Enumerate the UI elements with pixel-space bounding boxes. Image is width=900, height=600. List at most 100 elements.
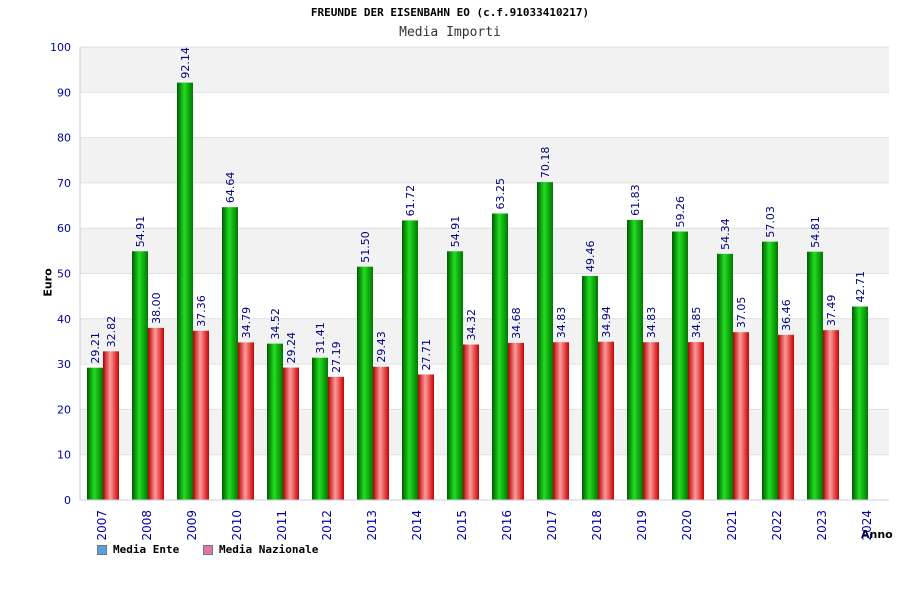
bar-media-ente-2023 [807,251,823,500]
bar-media-ente-2022 [762,241,778,500]
y-tick-label: 10 [57,449,71,462]
data-label: 34.83 [555,307,568,339]
bar-media-nazionale-2023 [823,330,839,500]
data-label: 64.64 [224,172,237,204]
x-tick-label: 2012 [320,510,334,541]
bar-media-nazionale-2021 [733,332,749,500]
data-label: 63.25 [494,178,507,210]
bar-media-nazionale-2016 [508,342,524,500]
data-label: 27.71 [420,339,433,371]
bar-media-ente-2015 [447,251,463,500]
x-axis-label: Anno [861,528,893,541]
y-tick-label: 20 [57,403,71,416]
bar-media-nazionale-2015 [463,344,479,500]
data-label: 37.49 [825,295,838,327]
bar-media-ente-2024 [852,306,868,500]
data-label: 61.72 [404,185,417,217]
data-label: 29.21 [89,332,102,364]
x-tick-label: 2018 [590,510,604,541]
y-tick-label: 0 [64,494,71,507]
legend-item-media-ente: Media Ente [97,543,179,556]
bar-media-nazionale-2010 [238,342,254,500]
data-label: 61.83 [629,184,642,216]
data-label: 34.52 [269,308,282,340]
data-label: 54.34 [719,218,732,250]
bar-media-ente-2012 [312,357,328,500]
data-label: 92.14 [179,47,192,79]
x-tick-label: 2022 [770,510,784,541]
grid-band [80,228,889,274]
data-label: 34.85 [690,307,703,339]
bar-media-ente-2020 [672,231,688,501]
data-label: 42.71 [854,271,867,303]
data-label: 54.81 [809,216,822,248]
x-tick-label: 2016 [500,510,514,541]
data-label: 70.18 [539,147,552,179]
legend-swatch-media-nazionale [203,544,213,555]
bar-media-nazionale-2017 [553,342,569,500]
data-label: 54.91 [449,216,462,248]
data-label: 59.26 [674,196,687,228]
legend-item-media-nazionale: Media Nazionale [203,543,318,556]
x-tick-label: 2014 [410,510,424,541]
y-tick-label: 40 [57,313,71,326]
bar-media-ente-2016 [492,213,508,501]
x-tick-label: 2020 [680,510,694,541]
legend-label-media-ente: Media Ente [113,543,180,556]
bar-media-ente-2019 [627,219,643,500]
x-tick-label: 2013 [365,510,379,541]
x-tick-label: 2024 [860,510,874,541]
bar-media-nazionale-2009 [193,330,209,500]
data-label: 31.41 [314,322,327,354]
data-label: 54.91 [134,216,147,248]
grid-band [80,273,889,319]
y-tick-label: 100 [50,41,71,54]
bar-media-ente-2008 [132,251,148,500]
data-label: 27.19 [330,341,343,373]
x-tick-label: 2023 [815,510,829,541]
bar-media-ente-2018 [582,275,598,500]
grid-band [80,92,889,138]
data-label: 37.05 [735,297,748,329]
bar-media-ente-2009 [177,82,193,500]
data-label: 51.50 [359,231,372,263]
bar-media-ente-2010 [222,207,238,501]
data-label: 38.00 [150,292,163,324]
bar-media-nazionale-2020 [688,342,704,500]
bar-media-ente-2017 [537,182,553,500]
grid-band [80,137,889,183]
bar-media-nazionale-2012 [328,376,344,500]
y-tick-label: 50 [57,268,71,281]
y-tick-label: 90 [57,86,71,99]
chart-title: FREUNDE DER EISENBAHN EO (c.f.9103341021… [310,6,590,19]
data-label: 49.46 [584,240,597,272]
y-tick-label: 30 [57,358,71,371]
legend-swatch-media-ente [97,544,107,555]
data-label: 32.82 [105,316,118,348]
bar-media-nazionale-2014 [418,374,434,500]
x-tick-label: 2007 [95,510,109,541]
data-label: 34.32 [465,309,478,341]
grid-band [80,47,889,93]
x-tick-label: 2019 [635,510,649,541]
y-tick-label: 60 [57,222,71,235]
data-label: 34.94 [600,306,613,338]
bar-media-ente-2011 [267,343,283,500]
x-tick-label: 2017 [545,510,559,541]
bar-media-ente-2007 [87,367,103,500]
bar-media-ente-2014 [402,220,418,501]
x-tick-label: 2011 [275,510,289,541]
bar-media-ente-2013 [357,266,373,500]
data-label: 37.36 [195,295,208,327]
grid-band [80,454,889,500]
x-tick-label: 2009 [185,510,199,541]
bar-media-nazionale-2011 [283,367,299,500]
x-tick-label: 2021 [725,510,739,541]
data-label: 34.68 [510,307,523,339]
bar-media-nazionale-2008 [148,327,164,500]
y-tick-label: 70 [57,177,71,190]
data-label: 34.83 [645,307,658,339]
y-tick-label: 80 [57,132,71,145]
